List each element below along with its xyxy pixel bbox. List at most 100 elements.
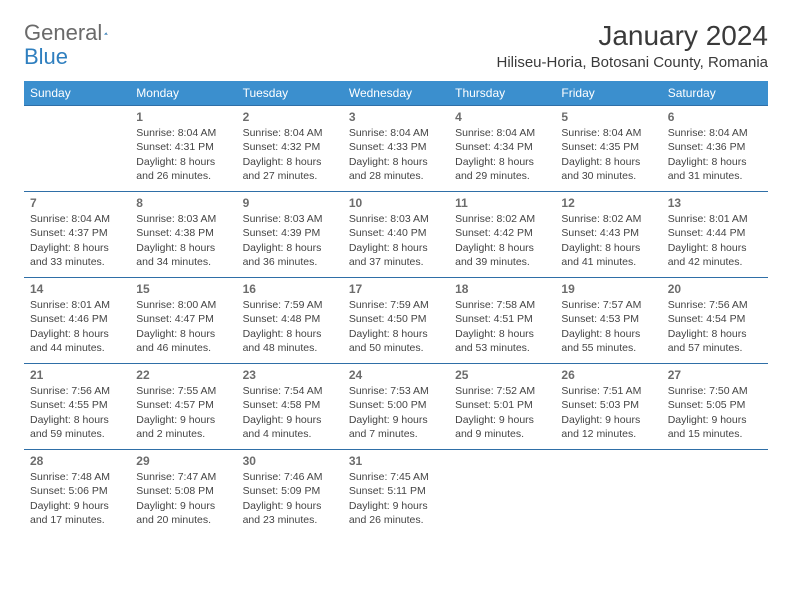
sunrise-line: Sunrise: 7:57 AM xyxy=(561,298,655,312)
weekday-header: Sunday xyxy=(24,81,130,106)
day-number: 30 xyxy=(243,453,337,469)
calendar-day-cell: 22Sunrise: 7:55 AMSunset: 4:57 PMDayligh… xyxy=(130,364,236,450)
sunrise-line: Sunrise: 7:45 AM xyxy=(349,470,443,484)
day-number: 7 xyxy=(30,195,124,211)
day-number: 25 xyxy=(455,367,549,383)
calendar-day-cell: 5Sunrise: 8:04 AMSunset: 4:35 PMDaylight… xyxy=(555,106,661,192)
day-number: 29 xyxy=(136,453,230,469)
day-number: 24 xyxy=(349,367,443,383)
calendar-day-cell: 25Sunrise: 7:52 AMSunset: 5:01 PMDayligh… xyxy=(449,364,555,450)
calendar-day-cell: 21Sunrise: 7:56 AMSunset: 4:55 PMDayligh… xyxy=(24,364,130,450)
daylight-line: Daylight: 8 hours and 36 minutes. xyxy=(243,241,337,269)
calendar-day-cell xyxy=(24,106,130,192)
day-number: 9 xyxy=(243,195,337,211)
daylight-line: Daylight: 8 hours and 28 minutes. xyxy=(349,155,443,183)
daylight-line: Daylight: 9 hours and 17 minutes. xyxy=(30,499,124,527)
daylight-line: Daylight: 8 hours and 30 minutes. xyxy=(561,155,655,183)
calendar-day-cell: 19Sunrise: 7:57 AMSunset: 4:53 PMDayligh… xyxy=(555,278,661,364)
sunset-line: Sunset: 4:42 PM xyxy=(455,226,549,240)
sunrise-line: Sunrise: 8:04 AM xyxy=(349,126,443,140)
sunset-line: Sunset: 4:37 PM xyxy=(30,226,124,240)
day-number: 31 xyxy=(349,453,443,469)
sunrise-line: Sunrise: 8:02 AM xyxy=(561,212,655,226)
weekday-header: Tuesday xyxy=(237,81,343,106)
calendar-day-cell: 15Sunrise: 8:00 AMSunset: 4:47 PMDayligh… xyxy=(130,278,236,364)
day-number: 27 xyxy=(668,367,762,383)
sunset-line: Sunset: 4:31 PM xyxy=(136,140,230,154)
sunrise-line: Sunrise: 8:04 AM xyxy=(136,126,230,140)
calendar-day-cell: 8Sunrise: 8:03 AMSunset: 4:38 PMDaylight… xyxy=(130,192,236,278)
sunrise-line: Sunrise: 8:04 AM xyxy=(243,126,337,140)
calendar-day-cell: 30Sunrise: 7:46 AMSunset: 5:09 PMDayligh… xyxy=(237,450,343,536)
daylight-line: Daylight: 8 hours and 26 minutes. xyxy=(136,155,230,183)
sunrise-line: Sunrise: 7:56 AM xyxy=(668,298,762,312)
daylight-line: Daylight: 8 hours and 53 minutes. xyxy=(455,327,549,355)
day-number: 1 xyxy=(136,109,230,125)
sunset-line: Sunset: 4:39 PM xyxy=(243,226,337,240)
daylight-line: Daylight: 8 hours and 39 minutes. xyxy=(455,241,549,269)
calendar-day-cell: 26Sunrise: 7:51 AMSunset: 5:03 PMDayligh… xyxy=(555,364,661,450)
weekday-header: Wednesday xyxy=(343,81,449,106)
calendar-day-cell: 16Sunrise: 7:59 AMSunset: 4:48 PMDayligh… xyxy=(237,278,343,364)
day-number: 16 xyxy=(243,281,337,297)
sunset-line: Sunset: 4:36 PM xyxy=(668,140,762,154)
day-number: 5 xyxy=(561,109,655,125)
logo-blue-text-wrap: Blue xyxy=(24,44,68,70)
sunset-line: Sunset: 4:33 PM xyxy=(349,140,443,154)
calendar-day-cell xyxy=(449,450,555,536)
day-number: 12 xyxy=(561,195,655,211)
daylight-line: Daylight: 9 hours and 7 minutes. xyxy=(349,413,443,441)
calendar-day-cell xyxy=(662,450,768,536)
day-number: 17 xyxy=(349,281,443,297)
day-number: 26 xyxy=(561,367,655,383)
day-number: 15 xyxy=(136,281,230,297)
logo-text-general: General xyxy=(24,20,102,46)
sunset-line: Sunset: 5:08 PM xyxy=(136,484,230,498)
day-number: 23 xyxy=(243,367,337,383)
location: Hiliseu-Horia, Botosani County, Romania xyxy=(496,54,768,71)
daylight-line: Daylight: 9 hours and 2 minutes. xyxy=(136,413,230,441)
sunrise-line: Sunrise: 7:52 AM xyxy=(455,384,549,398)
sunrise-line: Sunrise: 7:48 AM xyxy=(30,470,124,484)
calendar-day-cell: 18Sunrise: 7:58 AMSunset: 4:51 PMDayligh… xyxy=(449,278,555,364)
calendar-day-cell: 28Sunrise: 7:48 AMSunset: 5:06 PMDayligh… xyxy=(24,450,130,536)
day-number: 4 xyxy=(455,109,549,125)
daylight-line: Daylight: 9 hours and 4 minutes. xyxy=(243,413,337,441)
daylight-line: Daylight: 8 hours and 29 minutes. xyxy=(455,155,549,183)
daylight-line: Daylight: 9 hours and 23 minutes. xyxy=(243,499,337,527)
daylight-line: Daylight: 8 hours and 27 minutes. xyxy=(243,155,337,183)
calendar-day-cell: 1Sunrise: 8:04 AMSunset: 4:31 PMDaylight… xyxy=(130,106,236,192)
day-number: 11 xyxy=(455,195,549,211)
sunset-line: Sunset: 4:38 PM xyxy=(136,226,230,240)
day-number: 28 xyxy=(30,453,124,469)
sunrise-line: Sunrise: 8:04 AM xyxy=(455,126,549,140)
daylight-line: Daylight: 8 hours and 33 minutes. xyxy=(30,241,124,269)
calendar-day-cell: 24Sunrise: 7:53 AMSunset: 5:00 PMDayligh… xyxy=(343,364,449,450)
daylight-line: Daylight: 9 hours and 20 minutes. xyxy=(136,499,230,527)
sunset-line: Sunset: 4:51 PM xyxy=(455,312,549,326)
sunrise-line: Sunrise: 8:02 AM xyxy=(455,212,549,226)
sunset-line: Sunset: 4:40 PM xyxy=(349,226,443,240)
daylight-line: Daylight: 8 hours and 42 minutes. xyxy=(668,241,762,269)
logo: General xyxy=(24,20,128,46)
sunrise-line: Sunrise: 7:51 AM xyxy=(561,384,655,398)
sunrise-line: Sunrise: 7:47 AM xyxy=(136,470,230,484)
logo-triangle-icon xyxy=(104,24,108,42)
sunset-line: Sunset: 5:09 PM xyxy=(243,484,337,498)
day-number: 3 xyxy=(349,109,443,125)
sunset-line: Sunset: 5:03 PM xyxy=(561,398,655,412)
day-number: 8 xyxy=(136,195,230,211)
daylight-line: Daylight: 9 hours and 12 minutes. xyxy=(561,413,655,441)
sunrise-line: Sunrise: 7:46 AM xyxy=(243,470,337,484)
calendar-day-cell: 20Sunrise: 7:56 AMSunset: 4:54 PMDayligh… xyxy=(662,278,768,364)
daylight-line: Daylight: 8 hours and 37 minutes. xyxy=(349,241,443,269)
sunrise-line: Sunrise: 8:04 AM xyxy=(668,126,762,140)
sunset-line: Sunset: 4:32 PM xyxy=(243,140,337,154)
sunset-line: Sunset: 5:01 PM xyxy=(455,398,549,412)
sunset-line: Sunset: 5:06 PM xyxy=(30,484,124,498)
calendar-day-cell: 29Sunrise: 7:47 AMSunset: 5:08 PMDayligh… xyxy=(130,450,236,536)
sunrise-line: Sunrise: 8:04 AM xyxy=(30,212,124,226)
sunrise-line: Sunrise: 7:54 AM xyxy=(243,384,337,398)
daylight-line: Daylight: 8 hours and 57 minutes. xyxy=(668,327,762,355)
title-block: January 2024 Hiliseu-Horia, Botosani Cou… xyxy=(496,20,768,71)
